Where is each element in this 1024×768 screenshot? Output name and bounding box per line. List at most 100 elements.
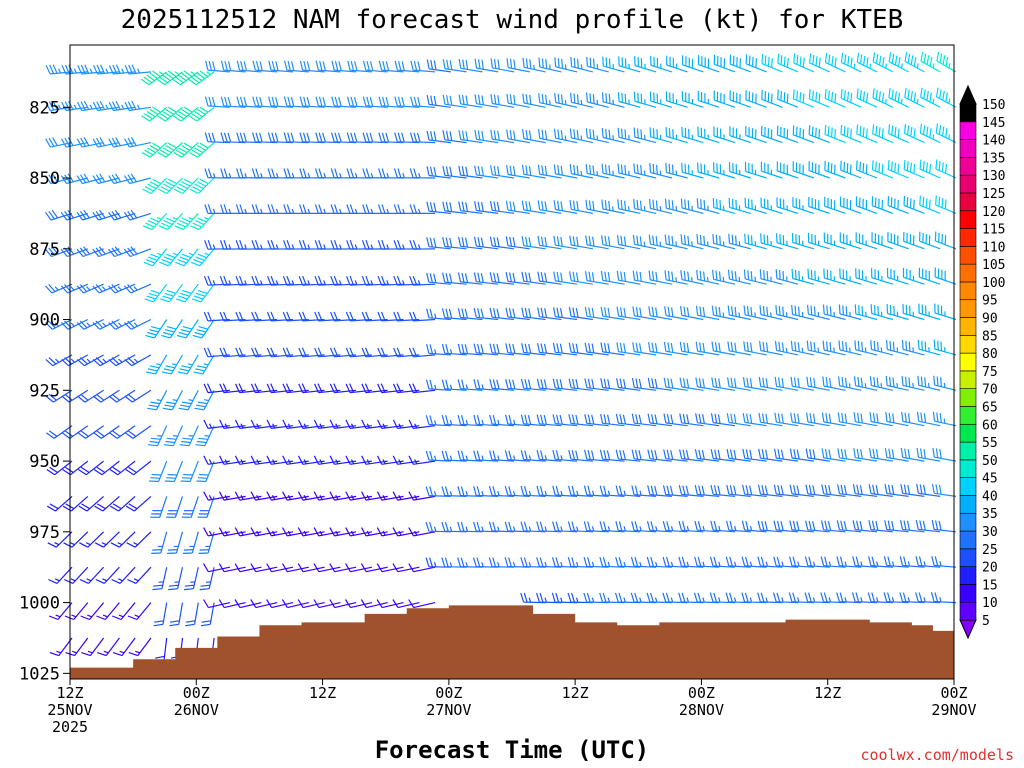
wind-barb <box>190 178 214 194</box>
wind-barb <box>793 161 814 178</box>
wind-barb <box>746 162 767 178</box>
wind-barb <box>793 125 814 142</box>
wind-barb <box>78 101 104 110</box>
wind-barb <box>176 284 198 302</box>
wind-barb <box>839 305 861 320</box>
x-tick-label: 25NOV <box>47 701 92 719</box>
wind-barb <box>409 564 435 572</box>
colorbar-label: 5 <box>982 614 990 629</box>
wind-barb <box>730 55 751 72</box>
wind-barb <box>825 89 845 107</box>
wind-barb <box>855 304 877 319</box>
colorbar-box <box>960 175 976 193</box>
x-tick-label: 2025 <box>52 718 88 736</box>
wind-barb <box>62 137 88 147</box>
colorbar-box <box>960 140 976 158</box>
wind-barb <box>126 496 151 511</box>
wind-barb <box>683 55 704 72</box>
wind-barb <box>935 232 956 249</box>
wind-barb <box>666 199 688 214</box>
wind-barb <box>145 320 166 338</box>
wind-barb <box>109 101 135 110</box>
wind-barb <box>904 160 924 178</box>
wind-barb <box>729 234 751 249</box>
wind-barb <box>314 564 340 572</box>
wind-barb <box>933 448 956 461</box>
wind-barb <box>125 355 151 366</box>
wind-barb <box>761 162 782 178</box>
y-tick-label: 850 <box>29 169 60 189</box>
wind-barb <box>126 461 151 475</box>
wind-barb <box>666 163 688 178</box>
colorbar-label: 100 <box>982 276 1005 291</box>
wind-barb <box>714 162 735 178</box>
wind-barb <box>315 384 341 393</box>
wind-barb <box>166 496 183 517</box>
wind-barb <box>196 426 215 446</box>
wind-barb <box>109 137 135 147</box>
wind-barb <box>127 532 151 547</box>
wind-barb <box>183 532 198 554</box>
wind-barb <box>160 284 182 302</box>
pressure-axis: 82585087590092595097510001025 <box>19 98 70 684</box>
wind-barb <box>618 128 640 143</box>
colorbar-label: 40 <box>982 489 998 504</box>
wind-barb <box>77 137 103 147</box>
wind-barb <box>204 564 230 572</box>
wind-barb <box>145 284 167 302</box>
wind-barb <box>125 426 151 439</box>
colorbar-label: 60 <box>982 418 998 433</box>
x-tick-label: 27NOV <box>426 701 471 719</box>
wind-barb <box>147 390 167 410</box>
wind-barb <box>919 268 940 285</box>
wind-barb <box>840 269 862 285</box>
wind-barb <box>192 284 214 302</box>
wind-barb <box>809 197 830 213</box>
wind-barb <box>619 92 641 107</box>
wind-barb <box>933 484 957 496</box>
x-tick-label: 28NOV <box>679 701 724 719</box>
wind-barb <box>180 426 199 446</box>
wind-barb <box>191 213 215 229</box>
colorbar-box <box>960 602 976 620</box>
wind-barb <box>168 567 182 589</box>
wind-barb <box>840 233 861 249</box>
wind-barb <box>634 128 656 143</box>
wind-barb <box>155 638 167 662</box>
wind-barb <box>46 137 72 147</box>
wind-barb <box>903 340 925 355</box>
wind-barb <box>762 90 783 107</box>
wind-barb <box>809 161 830 178</box>
wind-barb <box>730 162 751 178</box>
wind-barb <box>808 305 830 320</box>
wind-barb <box>761 198 782 214</box>
wind-barb <box>81 638 103 656</box>
wind-barb <box>113 638 135 656</box>
wind-barb <box>808 233 829 249</box>
wind-barb <box>151 532 166 554</box>
colorbar-box <box>960 495 976 513</box>
wind-barb <box>93 137 119 147</box>
wind-barb <box>182 496 199 517</box>
colorbar-label: 105 <box>982 258 1005 273</box>
time-axis: 12Z25NOV202500Z26NOV12Z 00Z27NOV12Z 00Z28N… <box>47 679 976 736</box>
wind-barb <box>164 426 183 446</box>
wind-barb <box>682 163 704 178</box>
colorbar-box <box>960 104 976 122</box>
colorbar-box <box>960 531 976 549</box>
wind-barb <box>857 161 878 179</box>
colorbar-box <box>960 318 976 336</box>
wind-barb <box>713 198 735 213</box>
colorbar-label: 80 <box>982 347 998 362</box>
wind-barb <box>361 564 387 572</box>
wind-barb <box>185 603 198 626</box>
wind-barb <box>794 90 814 108</box>
wind-barb <box>857 125 877 143</box>
wind-barb <box>935 268 956 285</box>
wind-barb <box>148 426 167 446</box>
colorbar-box <box>960 211 976 229</box>
wind-barb <box>714 91 735 108</box>
colorbar-label: 145 <box>982 116 1005 131</box>
wind-barb <box>918 340 940 355</box>
colorbar-label: 90 <box>982 312 998 327</box>
